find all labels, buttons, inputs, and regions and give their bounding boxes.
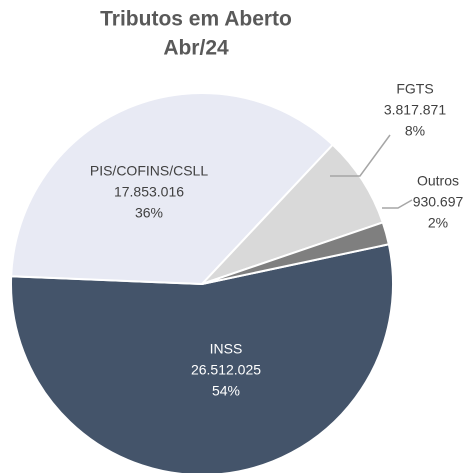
pie-slice [10,243,394,473]
slice-percent: 36% [135,205,163,221]
pie-slice [10,92,335,286]
slice-value: 3.817.871 [384,102,446,118]
slice-percent: 54% [212,383,240,399]
slice-label: INSS [210,341,243,357]
chart-subtitle: Abr/24 [163,37,229,60]
slice-value: 930.697 [413,194,464,210]
slice-label: FGTS [396,81,433,97]
slice-label: Outros [417,173,459,189]
leader-line [330,134,391,177]
pie-slice [201,143,385,285]
leader-line [382,199,413,209]
chart-title: Tributos em Aberto [100,8,292,31]
slice-label: PIS/COFINS/CSLL [90,163,208,179]
slice-percent: 2% [428,215,448,231]
slice-value: 17.853.016 [114,184,184,200]
slice-value: 26.512.025 [191,362,261,378]
pie-slice [201,221,391,285]
slice-percent: 8% [405,123,425,139]
